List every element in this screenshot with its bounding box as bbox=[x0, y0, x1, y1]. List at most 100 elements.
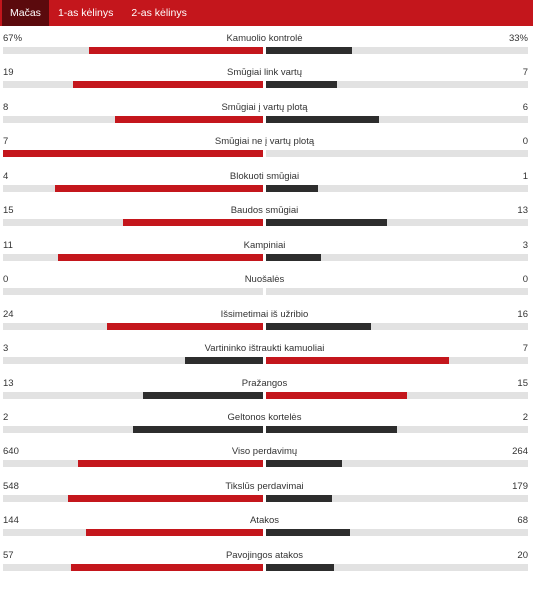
home-bar bbox=[73, 81, 263, 89]
away-bar bbox=[266, 184, 318, 192]
stat-label: Smūgiai link vartų bbox=[227, 67, 302, 79]
away-bar bbox=[266, 115, 379, 123]
away-value: 0 bbox=[522, 136, 528, 148]
home-value: 8 bbox=[3, 101, 9, 113]
stat-label: Atakos bbox=[249, 515, 280, 527]
away-bar bbox=[266, 47, 352, 54]
away-value: 3 bbox=[522, 239, 528, 251]
home-bar-track bbox=[3, 494, 263, 502]
home-bar-track bbox=[3, 322, 263, 330]
stat-row: 8 Smūgiai į vartų plotą 6 bbox=[0, 102, 533, 136]
stat-row: 67% Kamuolio kontrolė 33% bbox=[0, 33, 533, 67]
away-bar-track bbox=[266, 563, 528, 571]
away-bar bbox=[266, 563, 334, 571]
stat-row: 3 Vartininko ištraukti kamuoliai 7 bbox=[0, 343, 533, 377]
away-bar-track bbox=[266, 184, 528, 192]
home-bar bbox=[133, 425, 263, 433]
stat-label: Smūgiai į vartų plotą bbox=[221, 101, 308, 113]
stat-label: Kampiniai bbox=[243, 239, 286, 251]
home-bar-track bbox=[3, 563, 263, 571]
away-bar bbox=[266, 529, 350, 537]
stat-label: Tikslūs perdavimai bbox=[225, 480, 304, 492]
stat-row: 0 Nuošalės 0 bbox=[0, 274, 533, 308]
tab-first-half[interactable]: 1-as kėlinys bbox=[57, 7, 114, 19]
home-value: 24 bbox=[3, 308, 14, 320]
home-value: 3 bbox=[3, 343, 9, 355]
home-bar-track bbox=[3, 425, 263, 433]
home-value: 67% bbox=[3, 33, 23, 44]
away-bar-track bbox=[266, 322, 528, 330]
home-bar bbox=[68, 494, 263, 502]
away-value: 7 bbox=[522, 343, 528, 355]
away-value: 7 bbox=[522, 67, 528, 79]
tab-second-half[interactable]: 2-as kėlinys bbox=[131, 7, 187, 19]
away-value: 16 bbox=[517, 308, 528, 320]
away-bar-track bbox=[266, 357, 528, 365]
home-bar-track bbox=[3, 460, 263, 468]
stat-row: 19 Smūgiai link vartų 7 bbox=[0, 67, 533, 101]
away-value: 264 bbox=[512, 446, 528, 458]
home-bar bbox=[71, 563, 263, 571]
stat-row: 13 Pražangos 15 bbox=[0, 378, 533, 412]
home-value: 4 bbox=[3, 170, 9, 182]
stat-row: 4 Blokuoti smūgiai 1 bbox=[0, 171, 533, 205]
home-bar bbox=[143, 391, 263, 399]
away-value: 6 bbox=[522, 101, 528, 113]
stat-row: 2 Geltonos kortelės 2 bbox=[0, 412, 533, 446]
stat-label: Kamuolio kontrolė bbox=[226, 33, 303, 44]
home-bar bbox=[107, 322, 263, 330]
away-value: 179 bbox=[512, 480, 528, 492]
stat-row: 11 Kampiniai 3 bbox=[0, 240, 533, 274]
away-value: 68 bbox=[517, 515, 528, 527]
away-bar-track bbox=[266, 150, 528, 158]
away-value: 13 bbox=[517, 205, 528, 217]
stat-label: Geltonos kortelės bbox=[227, 411, 302, 423]
home-value: 15 bbox=[3, 205, 14, 217]
stat-label: Smūgiai ne į vartų plotą bbox=[214, 136, 315, 148]
stat-row: 57 Pavojingos atakos 20 bbox=[0, 550, 533, 584]
away-bar bbox=[266, 460, 342, 468]
home-bar bbox=[123, 219, 263, 227]
home-bar bbox=[89, 47, 263, 54]
home-value: 57 bbox=[3, 549, 14, 561]
away-bar bbox=[266, 322, 371, 330]
away-bar bbox=[266, 357, 449, 365]
away-bar-track bbox=[266, 47, 528, 54]
home-bar bbox=[86, 529, 263, 537]
away-bar-track bbox=[266, 81, 528, 89]
away-bar-track bbox=[266, 288, 528, 296]
away-bar bbox=[266, 391, 407, 399]
away-value: 20 bbox=[517, 549, 528, 561]
stat-row: 7 Smūgiai ne į vartų plotą 0 bbox=[0, 136, 533, 170]
home-value: 640 bbox=[3, 446, 19, 458]
home-bar bbox=[78, 460, 263, 468]
away-bar-track bbox=[266, 460, 528, 468]
tab-match[interactable]: Mačas bbox=[2, 0, 49, 26]
away-value: 2 bbox=[522, 411, 528, 423]
home-bar-track bbox=[3, 81, 263, 89]
home-bar bbox=[185, 357, 263, 365]
home-bar bbox=[55, 184, 263, 192]
home-bar-track bbox=[3, 288, 263, 296]
stat-row: 15 Baudos smūgiai 13 bbox=[0, 205, 533, 239]
away-bar-track bbox=[266, 425, 528, 433]
away-bar bbox=[266, 219, 387, 227]
away-bar-track bbox=[266, 391, 528, 399]
home-bar-track bbox=[3, 529, 263, 537]
stat-label: Blokuoti smūgiai bbox=[229, 170, 300, 182]
stat-label: Vartininko ištraukti kamuoliai bbox=[204, 343, 325, 355]
home-value: 2 bbox=[3, 411, 9, 423]
home-bar-track bbox=[3, 47, 263, 54]
stat-row: 144 Atakos 68 bbox=[0, 515, 533, 549]
away-bar bbox=[266, 425, 397, 433]
home-bar-track bbox=[3, 357, 263, 365]
stat-row: 548 Tikslūs perdavimai 179 bbox=[0, 481, 533, 515]
stat-row: 640 Viso perdavimų 264 bbox=[0, 446, 533, 480]
away-value: 15 bbox=[517, 377, 528, 389]
stat-label: Išsimetimai iš užribio bbox=[220, 308, 309, 320]
home-bar-track bbox=[3, 150, 263, 158]
stat-label: Baudos smūgiai bbox=[230, 205, 299, 217]
stat-label: Pavojingos atakos bbox=[225, 549, 304, 561]
home-value: 19 bbox=[3, 67, 14, 79]
away-bar-track bbox=[266, 253, 528, 261]
